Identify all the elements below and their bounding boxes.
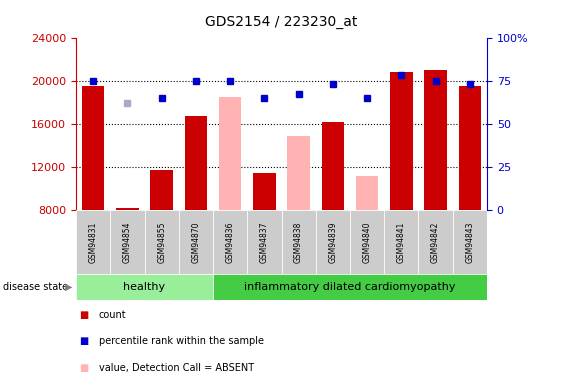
Text: GSM94841: GSM94841 (397, 221, 406, 262)
Bar (350, 210, 384, 274)
Bar (82, 86, 104, 210)
Bar (185, 116, 207, 210)
Bar (219, 97, 242, 210)
Text: disease state: disease state (3, 282, 68, 292)
Text: count: count (99, 310, 126, 320)
Text: percentile rank within the sample: percentile rank within the sample (99, 336, 263, 346)
Bar (425, 70, 447, 210)
Bar (76, 274, 213, 300)
Bar (282, 210, 316, 274)
Bar (247, 210, 282, 274)
Bar (453, 210, 487, 274)
Bar (288, 136, 310, 210)
Text: GSM94837: GSM94837 (260, 221, 269, 262)
Text: GSM94836: GSM94836 (226, 221, 235, 262)
Text: GSM94838: GSM94838 (294, 221, 303, 262)
Bar (150, 170, 173, 210)
Bar (145, 210, 179, 274)
Text: GSM94842: GSM94842 (431, 221, 440, 262)
Text: GSM94855: GSM94855 (157, 221, 166, 262)
Bar (213, 210, 247, 274)
Bar (356, 176, 378, 210)
Text: ■: ■ (79, 310, 88, 320)
Text: GSM94831: GSM94831 (88, 221, 97, 262)
Text: GSM94839: GSM94839 (328, 221, 337, 262)
Bar (116, 208, 138, 210)
Text: inflammatory dilated cardiomyopathy: inflammatory dilated cardiomyopathy (244, 282, 455, 292)
Bar (179, 210, 213, 274)
Bar (213, 274, 487, 300)
Bar (385, 210, 418, 274)
Bar (316, 210, 350, 274)
Bar (110, 210, 145, 274)
Bar (76, 210, 110, 274)
Text: GSM94843: GSM94843 (466, 221, 475, 262)
Text: GSM94870: GSM94870 (191, 221, 200, 262)
Bar (321, 122, 344, 210)
Bar (390, 72, 413, 210)
Text: value, Detection Call = ABSENT: value, Detection Call = ABSENT (99, 363, 254, 372)
Bar (459, 86, 481, 210)
Text: GDS2154 / 223230_at: GDS2154 / 223230_at (205, 15, 358, 29)
Text: healthy: healthy (123, 282, 166, 292)
Text: GSM94840: GSM94840 (363, 221, 372, 262)
Bar (418, 210, 453, 274)
Text: ▶: ▶ (65, 282, 73, 292)
Text: GSM94854: GSM94854 (123, 221, 132, 262)
Bar (253, 173, 275, 210)
Text: ■: ■ (79, 336, 88, 346)
Text: ■: ■ (79, 363, 88, 372)
